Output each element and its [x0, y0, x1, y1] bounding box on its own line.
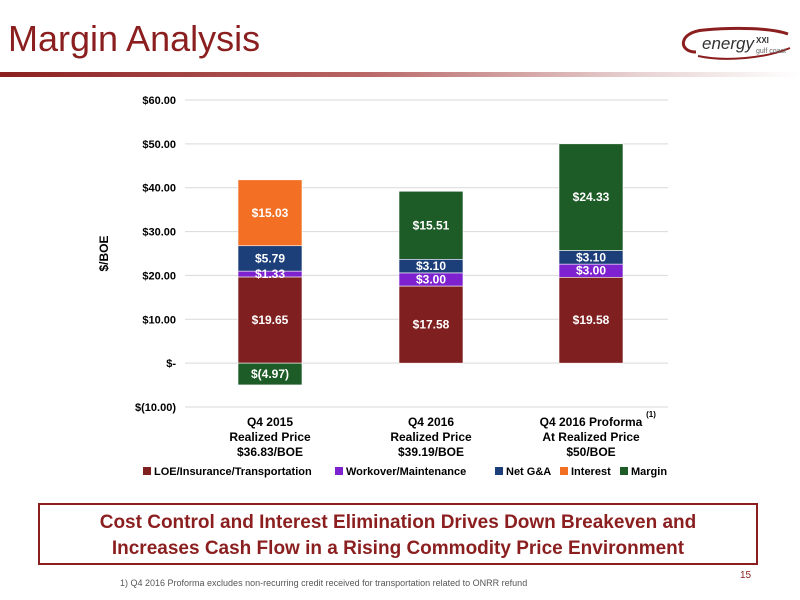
legend-swatch [495, 467, 503, 475]
bar-segment [558, 143, 624, 251]
y-tick-label: $50.00 [142, 139, 176, 151]
y-axis-ticks: $60.00 $50.00 $40.00 $30.00 $20.00 $10.00 $- $(… [135, 95, 176, 414]
bar-segment [398, 190, 464, 260]
x-category-label: At Realized Price [542, 430, 640, 444]
y-tick-label: $30.00 [142, 227, 176, 239]
bar-segment [398, 285, 464, 364]
legend-label: Workover/Maintenance [346, 466, 466, 478]
page-number: 15 [740, 570, 752, 581]
data-label: $19.58 [573, 313, 610, 327]
data-label: $5.79 [255, 251, 285, 265]
title-rule [0, 72, 800, 77]
x-category-label: Q4 2016 Proforma [540, 415, 643, 429]
logo-text: energy [702, 34, 755, 53]
legend-label: Margin [631, 466, 667, 478]
y-tick-label: $- [166, 358, 176, 370]
legend: LOE/Insurance/Transportation Workover/Mai… [143, 466, 667, 478]
data-label: $3.10 [576, 250, 606, 264]
bar-segment [237, 276, 303, 364]
x-category-label: Q4 2015 [247, 415, 293, 429]
data-label: $24.33 [573, 190, 610, 204]
legend-label: LOE/Insurance/Transportation [154, 466, 312, 478]
y-tick-label: $60.00 [142, 95, 176, 107]
bar-segment [237, 245, 303, 272]
legend-label: Net G&A [506, 466, 551, 478]
data-label: $15.51 [413, 218, 450, 232]
bars [237, 143, 624, 386]
x-category-label: Realized Price [390, 430, 472, 444]
legend-swatch [143, 467, 151, 475]
bar-segment [237, 362, 303, 386]
callout-box: Cost Control and Interest Elimination Dr… [38, 503, 758, 565]
data-label: $17.58 [413, 318, 450, 332]
legend-swatch [620, 467, 628, 475]
x-category-label: $39.19/BOE [398, 445, 464, 459]
legend-swatch [560, 467, 568, 475]
callout-line-2: Increases Cash Flow in a Rising Commodit… [111, 538, 685, 559]
x-category-label: Q4 2016 [408, 415, 454, 429]
x-category-superscript: (1) [646, 410, 656, 419]
page-title: Margin Analysis [8, 18, 261, 59]
y-tick-label: $40.00 [142, 183, 176, 195]
y-axis-label: $/BOE [97, 235, 111, 271]
bar-segment [558, 276, 624, 364]
margin-chart: $60.00 $50.00 $40.00 $30.00 $20.00 $10.00 $- $(… [97, 95, 668, 478]
callout-line-1: Cost Control and Interest Elimination Dr… [99, 512, 697, 533]
data-label: $(4.97) [251, 367, 289, 381]
data-label: $3.10 [416, 259, 446, 273]
logo-xxi: XXI [756, 36, 769, 45]
legend-label: Interest [571, 466, 611, 478]
y-tick-label: $10.00 [142, 314, 176, 326]
company-logo: energy XXI gulf coast [681, 26, 791, 60]
footnote: 1) Q4 2016 Proforma excludes non-recurri… [120, 578, 528, 588]
data-label: $1.33 [255, 267, 285, 281]
x-category-label: $50/BOE [566, 445, 615, 459]
data-label: $15.03 [252, 206, 289, 220]
y-tick-label: $20.00 [142, 270, 176, 282]
data-label: $3.00 [576, 264, 606, 278]
data-label: $19.65 [252, 313, 289, 327]
y-tick-label: $(10.00) [135, 402, 176, 414]
data-labels: $19.65 $1.33 $5.79 $15.03 $(4.97) $17.58 $3.00… [251, 190, 610, 381]
x-category-label: Realized Price [229, 430, 311, 444]
logo-subtext: gulf coast [756, 48, 786, 55]
data-label: $3.00 [416, 272, 446, 286]
bar-segment [237, 179, 303, 247]
x-category-label: $36.83/BOE [237, 445, 303, 459]
legend-swatch [335, 467, 343, 475]
